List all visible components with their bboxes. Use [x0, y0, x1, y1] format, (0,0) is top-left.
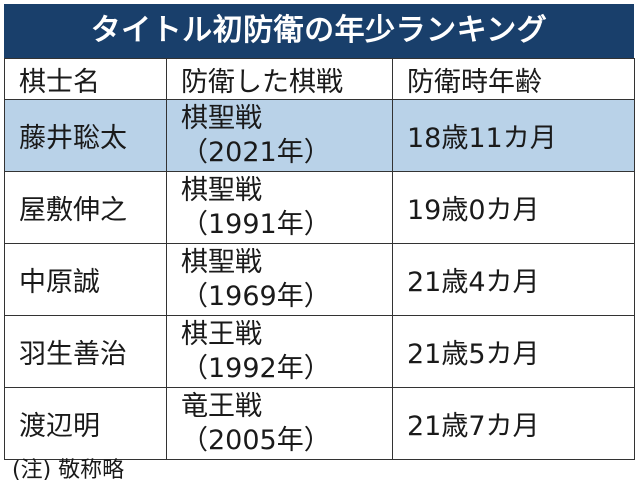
- age-at-defense: 21歳4カ月: [392, 243, 635, 316]
- player-name: 屋敷伸之: [4, 171, 167, 244]
- table-row: 羽生善治 棋王戦 （1992年） 21歳5カ月: [4, 315, 635, 388]
- title-defended: 竜王戦 （2005年）: [166, 387, 393, 460]
- player-name: 中原誠: [4, 243, 167, 316]
- age-at-defense: 18歳11カ月: [392, 99, 635, 172]
- title-year: （1991年）: [181, 208, 331, 240]
- table-row: 中原誠 棋聖戦 （1969年） 21歳4カ月: [4, 243, 635, 316]
- title-defended: 棋王戦 （1992年）: [166, 315, 393, 388]
- age-at-defense: 21歳5カ月: [392, 315, 635, 388]
- title-defended: 棋聖戦 （1969年）: [166, 243, 393, 316]
- title-name: 棋聖戦: [181, 174, 262, 206]
- player-name: 藤井聡太: [4, 99, 167, 172]
- title-year: （2005年）: [181, 424, 331, 456]
- table-row: 屋敷伸之 棋聖戦 （1991年） 19歳0カ月: [4, 171, 635, 244]
- title-name: 棋王戦: [181, 318, 262, 350]
- table-header-row: 棋士名 防衛した棋戦 防衛時年齢: [4, 58, 635, 100]
- title-year: （1992年）: [181, 352, 331, 384]
- header-age-at-defense: 防衛時年齢: [392, 58, 635, 100]
- title-name: 竜王戦: [181, 390, 262, 422]
- header-title-defended: 防衛した棋戦: [166, 58, 393, 100]
- age-at-defense: 21歳7カ月: [392, 387, 635, 460]
- title-defended: 棋聖戦 （2021年）: [166, 99, 393, 172]
- title-name: 棋聖戦: [181, 246, 262, 278]
- title-defended: 棋聖戦 （1991年）: [166, 171, 393, 244]
- footnote: (注) 敬称略: [12, 458, 125, 483]
- header-player-name: 棋士名: [4, 58, 167, 100]
- player-name: 渡辺明: [4, 387, 167, 460]
- table-row: 渡辺明 竜王戦 （2005年） 21歳7カ月: [4, 387, 635, 460]
- title-name: 棋聖戦: [181, 102, 262, 134]
- table-title: タイトル初防衛の年少ランキング: [4, 4, 634, 58]
- age-at-defense: 19歳0カ月: [392, 171, 635, 244]
- title-year: （1969年）: [181, 280, 331, 312]
- title-year: （2021年）: [181, 136, 331, 168]
- ranking-table: 棋士名 防衛した棋戦 防衛時年齢 藤井聡太 棋聖戦 （2021年） 18歳11カ…: [4, 58, 635, 460]
- table-row: 藤井聡太 棋聖戦 （2021年） 18歳11カ月: [4, 99, 635, 172]
- player-name: 羽生善治: [4, 315, 167, 388]
